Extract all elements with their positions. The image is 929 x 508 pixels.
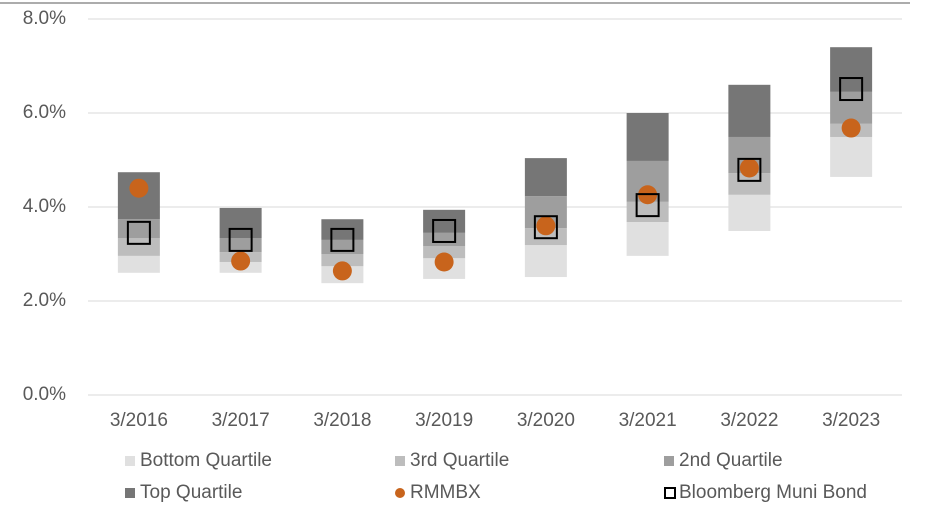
- x-tick-label: 3/2017: [212, 410, 270, 431]
- bar-segment: [524, 245, 567, 278]
- bar-segment: [830, 47, 873, 92]
- marker-point: [129, 178, 149, 198]
- x-tick-label: 3/2022: [720, 410, 778, 431]
- marker-point: [330, 227, 355, 252]
- y-tick-label: 2.0%: [23, 290, 66, 311]
- bar-segment: [423, 232, 466, 247]
- bar-segment: [117, 255, 160, 273]
- legend-swatch: [395, 456, 405, 466]
- marker-point: [737, 157, 762, 182]
- bar-segment: [219, 207, 262, 239]
- bar-segment: [728, 194, 771, 231]
- bar-segment: [117, 238, 160, 256]
- bar-segment: [524, 158, 567, 197]
- legend-label: 2nd Quartile: [679, 450, 783, 471]
- legend-swatch: [664, 456, 674, 466]
- legend-label: RMMBX: [410, 482, 481, 503]
- y-tick-label: 6.0%: [23, 102, 66, 123]
- x-tick-label: 3/2023: [822, 410, 880, 431]
- marker-point: [841, 118, 861, 138]
- y-tick-label: 0.0%: [23, 384, 66, 405]
- legend-label: 3rd Quartile: [410, 450, 509, 471]
- bar-segment: [830, 136, 873, 177]
- marker-point: [126, 220, 151, 245]
- bar-segment: [423, 246, 466, 259]
- marker-point: [739, 158, 759, 178]
- y-tick-label: 4.0%: [23, 196, 66, 217]
- bar-segment: [626, 201, 669, 223]
- legend-swatch: [125, 456, 135, 466]
- bar-segment: [830, 91, 873, 124]
- bar-segment: [626, 222, 669, 256]
- bar-segment: [728, 84, 771, 137]
- marker-point: [332, 261, 352, 281]
- bar-segment: [626, 113, 669, 161]
- legend-swatch: [395, 488, 405, 498]
- legend-label: Top Quartile: [140, 482, 242, 503]
- marker-point: [536, 216, 556, 236]
- marker-point: [635, 193, 660, 218]
- legend-swatch: [125, 488, 135, 498]
- x-tick-label: 3/2019: [415, 410, 473, 431]
- marker-point: [533, 215, 558, 240]
- x-tick-label: 3/2016: [110, 410, 168, 431]
- y-tick-label: 8.0%: [23, 8, 66, 29]
- marker-point: [434, 252, 454, 272]
- bar-segment: [423, 209, 466, 233]
- bar-segment: [321, 254, 364, 267]
- x-tick-label: 3/2021: [619, 410, 677, 431]
- legend-label: Bloomberg Muni Bond: [679, 482, 867, 503]
- x-tick-label: 3/2018: [313, 410, 371, 431]
- marker-point: [432, 218, 457, 243]
- marker-point: [839, 77, 864, 102]
- x-tick-label: 3/2020: [517, 410, 575, 431]
- legend-swatch: [664, 487, 676, 499]
- marker-point: [228, 227, 253, 252]
- marker-point: [231, 251, 251, 271]
- legend-label: Bottom Quartile: [140, 450, 272, 471]
